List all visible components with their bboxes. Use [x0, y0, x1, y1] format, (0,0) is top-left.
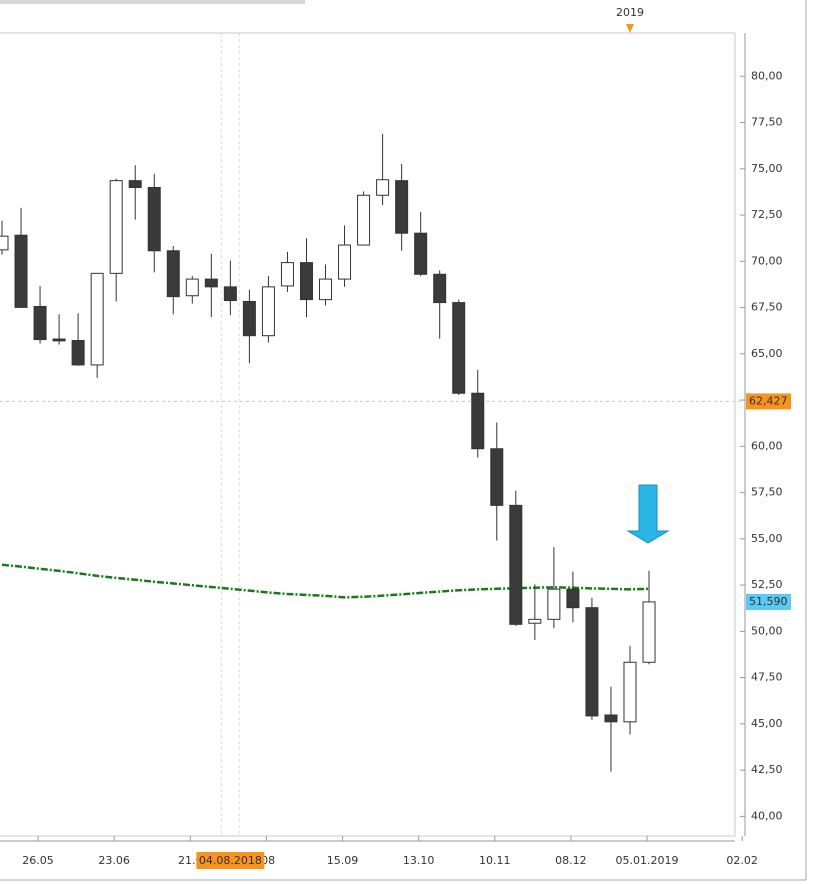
y-tick-label: 65,00 [751, 347, 783, 360]
y-tick-label: 57,50 [751, 486, 783, 499]
crosshair-date-box [196, 852, 265, 869]
y-tick-label: 52,50 [751, 578, 783, 591]
candle-body [357, 194, 371, 246]
y-tick-label: 55,00 [751, 532, 783, 545]
price-tag [746, 593, 791, 610]
x-tick-label: 23.06 [98, 854, 130, 867]
candle-body [204, 278, 218, 288]
candle-body [299, 262, 313, 301]
candle-body [14, 234, 28, 308]
candle-body [547, 588, 561, 620]
candle-body [319, 278, 333, 301]
candle-body [338, 244, 352, 280]
candle-body [566, 588, 580, 609]
candle-body [242, 300, 256, 337]
candle-body [604, 714, 618, 723]
candle-body [528, 618, 542, 624]
candle-body [452, 302, 466, 394]
y-tick-label: 77,50 [751, 116, 783, 129]
y-tick-label: 40,00 [751, 809, 783, 822]
price-tag [746, 393, 791, 410]
y-tick-label: 47,50 [751, 671, 783, 684]
candle-body [52, 338, 66, 342]
y-tick-label: 50,00 [751, 624, 783, 637]
x-tick-label: 02.02 [726, 854, 758, 867]
x-tick-label: 26.05 [22, 854, 54, 867]
candle-body [128, 180, 142, 188]
candle-body [90, 272, 104, 366]
x-tick-label: 13.10 [403, 854, 435, 867]
candle-body [471, 392, 485, 450]
candle-body [395, 180, 409, 234]
candle-body [490, 448, 504, 506]
plot-area [0, 32, 736, 837]
candle-body [376, 179, 390, 196]
moving-average [1, 563, 650, 599]
y-tick-label: 42,50 [751, 763, 783, 776]
candle-body [166, 250, 180, 298]
x-tick-label: 08.12 [555, 854, 587, 867]
x-tick-label: 15.09 [327, 854, 359, 867]
candle-body [261, 286, 275, 337]
y-tick-label: 60,00 [751, 439, 783, 452]
candle-body [414, 232, 428, 275]
year-marker-arrow [625, 24, 634, 33]
candle-body [585, 607, 599, 717]
candle-body [147, 186, 161, 252]
price-tag-label: 62,427 [749, 394, 788, 407]
y-tick-label: 75,00 [751, 162, 783, 175]
y-tick-label: 80,00 [751, 69, 783, 82]
candle-body [623, 661, 637, 723]
candle-body [185, 278, 199, 297]
arrow-annotation [626, 484, 670, 544]
y-tick-label: 72,50 [751, 208, 783, 221]
year-marker: 2019 [616, 6, 644, 19]
price-tag-label: 51,590 [749, 595, 788, 608]
candle-body [33, 305, 47, 341]
candle-body [433, 273, 447, 304]
crosshair-date: 04.08.2018 [199, 854, 262, 867]
x-tick-label: 05.01.2019 [616, 854, 679, 867]
candle-body [280, 262, 294, 287]
candle-body [223, 286, 237, 302]
y-tick-label: 45,00 [751, 717, 783, 730]
candle-body [642, 601, 656, 663]
y-tick-label: 67,50 [751, 301, 783, 314]
top-strip [0, 0, 305, 4]
y-tick-label: 70,00 [751, 254, 783, 267]
candle-body [109, 180, 123, 274]
x-tick-label: 10.11 [479, 854, 511, 867]
candle-body [509, 504, 523, 625]
candle-body [0, 235, 9, 251]
candle-body [71, 340, 85, 366]
